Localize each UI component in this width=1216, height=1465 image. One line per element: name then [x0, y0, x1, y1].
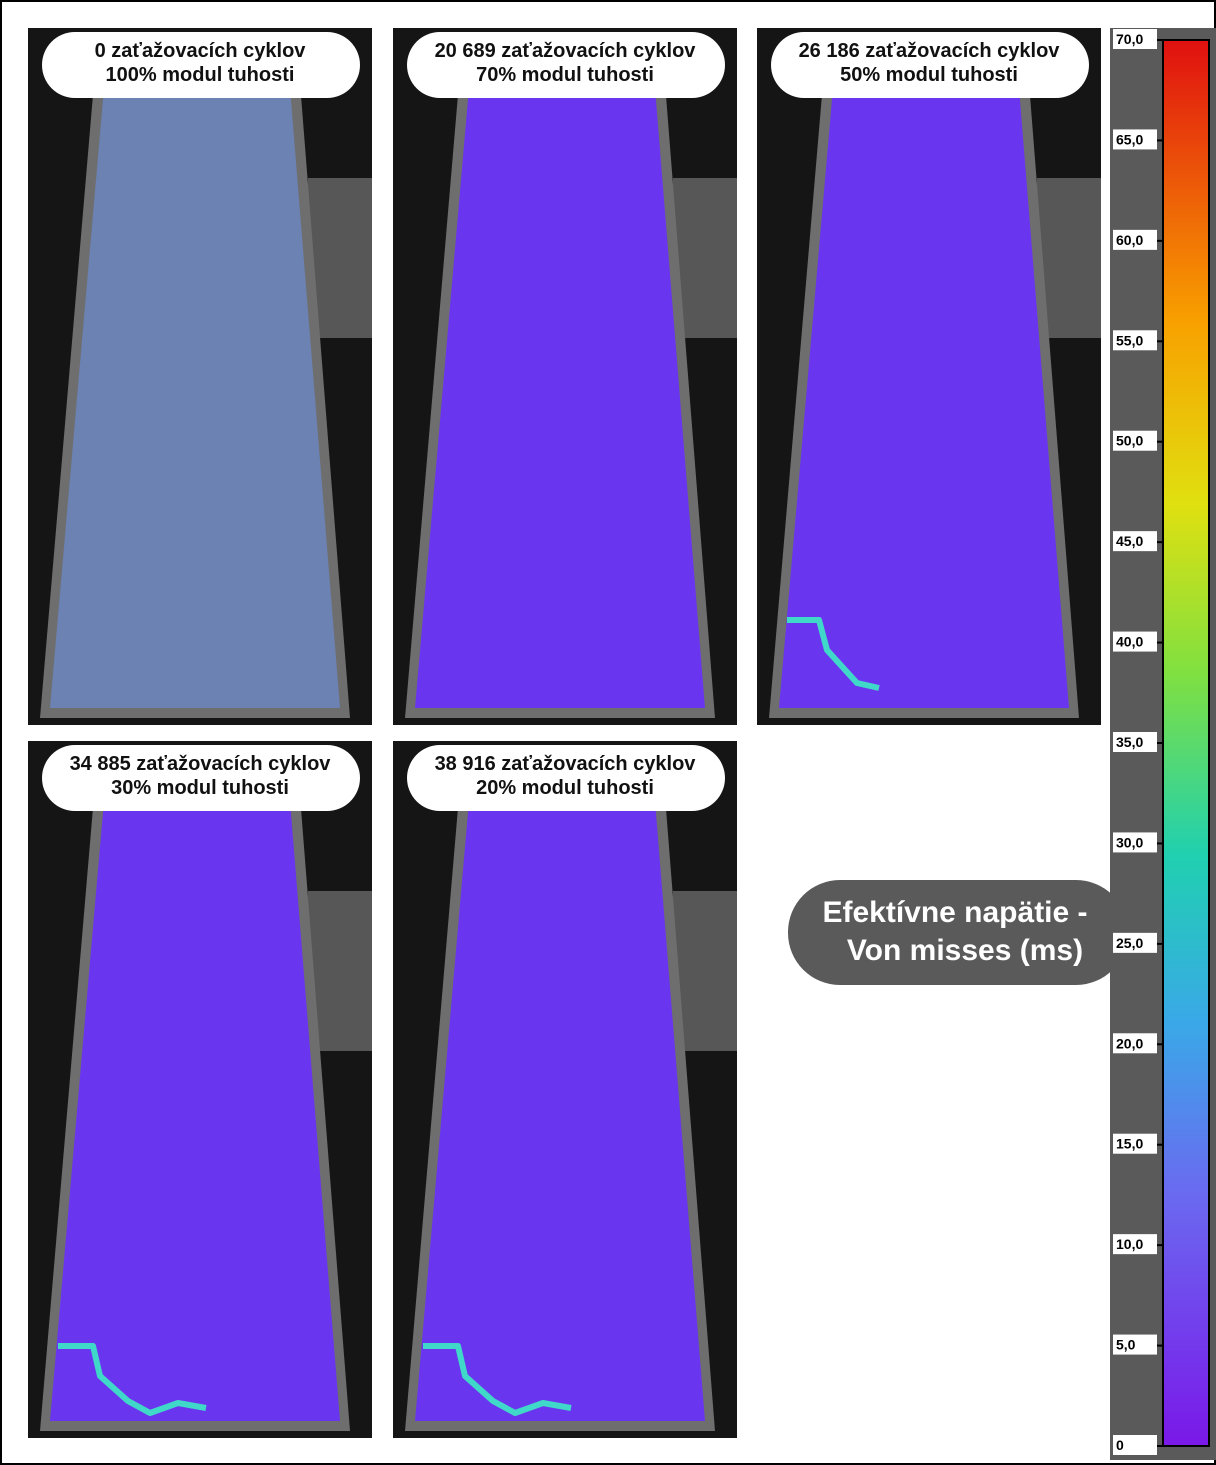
specimen — [415, 88, 705, 708]
tick-label: 45,0 — [1116, 533, 1143, 549]
legend-title: Efektívne napätie - — [822, 896, 1087, 929]
light — [673, 178, 737, 338]
panel-label: 26 186 zaťažovacích cyklov — [799, 40, 1061, 62]
tick-label: 40,0 — [1116, 634, 1143, 650]
tick-label: 55,0 — [1116, 332, 1143, 348]
colorbar — [1162, 39, 1210, 1447]
panel-label: 34 885 zaťažovacích cyklov — [70, 753, 332, 775]
tick-label: 70,0 — [1116, 31, 1143, 47]
label-pill — [771, 32, 1089, 98]
panel-label: 20% modul tuhosti — [476, 777, 654, 799]
crack — [787, 617, 880, 691]
tick-bg — [1113, 932, 1157, 953]
panel-label: 20 689 zaťažovacích cyklov — [435, 40, 697, 62]
tick-bg — [1113, 330, 1157, 351]
light — [308, 178, 372, 338]
tick-label: 5,0 — [1116, 1337, 1136, 1353]
label-pill — [42, 32, 360, 98]
panel-label: 38 916 zaťažovacích cyklov — [435, 753, 697, 775]
tick-label: 0 — [1116, 1437, 1124, 1453]
tick-label: 50,0 — [1116, 433, 1143, 449]
panel-label: 100% modul tuhosti — [106, 64, 295, 86]
tick-label: 30,0 — [1116, 834, 1143, 850]
crack — [58, 1343, 207, 1416]
tick-bg — [1113, 732, 1157, 752]
tick-label: 10,0 — [1116, 1236, 1143, 1252]
panel-label: 50% modul tuhosti — [840, 64, 1018, 86]
label-pill — [407, 745, 725, 811]
tick-label: 25,0 — [1116, 935, 1143, 951]
tick-bg — [1113, 229, 1157, 250]
crack — [423, 1343, 572, 1416]
specimen — [50, 801, 340, 1421]
tick-label: 20,0 — [1116, 1035, 1143, 1051]
specimen — [415, 801, 705, 1421]
tick-bg — [1113, 531, 1157, 552]
light — [308, 891, 372, 1051]
tick-bg — [1113, 430, 1157, 451]
tick-bg — [1113, 1234, 1157, 1255]
tick-bg — [1113, 1435, 1157, 1455]
tick-label: 65,0 — [1116, 131, 1143, 147]
specimen — [779, 88, 1069, 708]
tick-bg — [1113, 832, 1157, 853]
legend-title: Von misses (ms) — [847, 934, 1083, 967]
tick-bg — [1113, 29, 1157, 49]
panel-label: 70% modul tuhosti — [476, 64, 654, 86]
tick-bg — [1113, 129, 1157, 150]
light — [673, 891, 737, 1051]
tick-label: 15,0 — [1116, 1136, 1143, 1152]
panel-label: 0 zaťažovacích cyklov — [95, 40, 307, 62]
tick-bg — [1113, 1334, 1157, 1355]
label-pill — [407, 32, 725, 98]
tick-label: 35,0 — [1116, 734, 1143, 750]
light — [1037, 178, 1101, 338]
legend-pill — [788, 880, 1128, 985]
tick-bg — [1113, 1033, 1157, 1054]
panel-label: 30% modul tuhosti — [111, 777, 289, 799]
label-pill — [42, 745, 360, 811]
specimen — [50, 88, 340, 708]
tick-bg — [1113, 1133, 1157, 1154]
tick-label: 60,0 — [1116, 232, 1143, 248]
tick-bg — [1113, 631, 1157, 652]
